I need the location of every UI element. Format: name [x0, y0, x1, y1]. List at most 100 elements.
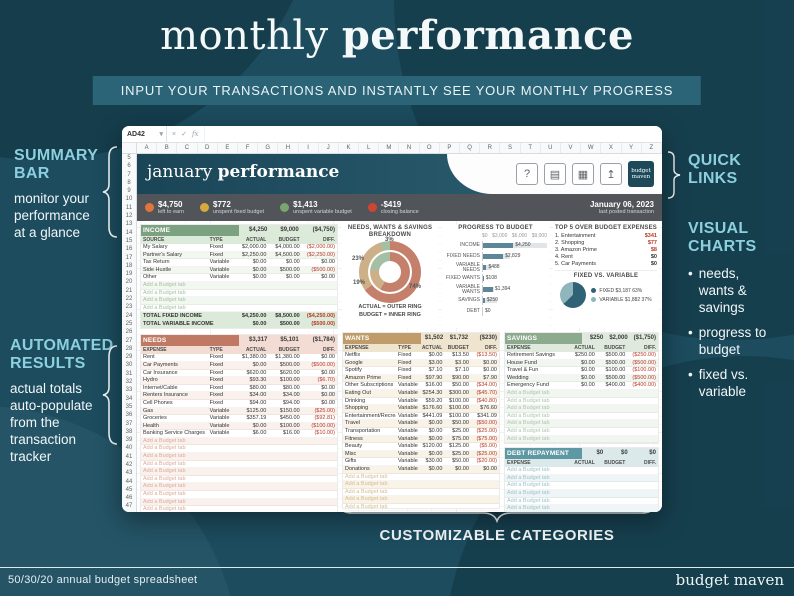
- row-number[interactable]: 31: [125, 370, 133, 377]
- cell[interactable]: Donations: [345, 465, 370, 472]
- cell[interactable]: $34.00: [282, 392, 300, 399]
- row-number[interactable]: 6: [127, 163, 131, 170]
- table-row-empty[interactable]: Add a Budget tab: [141, 437, 337, 446]
- row-number[interactable]: 33: [125, 387, 133, 394]
- table-row[interactable]: Retirement Savings $250.00 $500.00 ($250.00…: [505, 352, 658, 360]
- table-row-empty[interactable]: Add a Budget tab: [141, 281, 337, 290]
- cell[interactable]: ($250.00): [632, 352, 656, 358]
- cell[interactable]: Fixed: [209, 361, 224, 368]
- row-number[interactable]: 37: [125, 420, 133, 427]
- add-budget-tab-link[interactable]: Add a Budget tab: [345, 503, 388, 510]
- table-row[interactable]: Tax Return Variable $0.00 $0.00 $0.00: [141, 259, 337, 267]
- row-number[interactable]: 27: [125, 337, 133, 344]
- column-letter[interactable]: G: [258, 143, 279, 153]
- table-row[interactable]: Groceries Variable $357.19 $450.00 ($92.81): [141, 415, 337, 423]
- cell[interactable]: $100.00: [449, 405, 469, 412]
- cell[interactable]: $59.20: [425, 397, 443, 404]
- add-budget-tab-link[interactable]: Add a Budget tab: [507, 427, 550, 434]
- row-number[interactable]: 36: [125, 412, 133, 419]
- column-letter[interactable]: J: [319, 143, 339, 153]
- cell[interactable]: $125.00: [449, 443, 469, 450]
- add-budget-tab-link[interactable]: Add a Budget tab: [507, 489, 550, 496]
- cell[interactable]: $300.00: [449, 389, 469, 396]
- table-row-empty[interactable]: Add a Budget tab: [505, 489, 658, 498]
- cell[interactable]: Entertainment/Recreation: [345, 412, 396, 419]
- cell[interactable]: Fixed: [209, 392, 224, 399]
- cell[interactable]: Fixed: [209, 399, 224, 406]
- cell[interactable]: ($2,250.00): [306, 251, 335, 258]
- add-budget-tab-link[interactable]: Add a Budget tab: [143, 491, 186, 498]
- cell[interactable]: $93.30: [249, 377, 267, 384]
- cell[interactable]: ($50.00): [476, 420, 497, 427]
- cell[interactable]: $0.00: [252, 259, 267, 266]
- cell[interactable]: $0.00: [428, 420, 443, 427]
- add-budget-tab-link[interactable]: Add a Budget tab: [507, 435, 550, 442]
- row-number[interactable]: 7: [127, 171, 131, 178]
- table-row-empty[interactable]: Add a Budget tab: [141, 305, 337, 313]
- row-number[interactable]: 39: [125, 437, 133, 444]
- cell[interactable]: $176.60: [422, 405, 443, 412]
- cell[interactable]: $0.00: [321, 274, 335, 281]
- table-row-empty[interactable]: Add a Budget tab: [141, 453, 337, 461]
- column-letter[interactable]: V: [561, 143, 582, 153]
- add-budget-tab-link[interactable]: Add a Budget tab: [143, 281, 186, 288]
- column-letter[interactable]: I: [299, 143, 319, 153]
- dashboard-icon[interactable]: ▦: [572, 163, 594, 185]
- select-all-corner[interactable]: [122, 143, 137, 153]
- table-row[interactable]: Google Fixed $3.00 $3.00 $0.00: [343, 359, 499, 368]
- cell[interactable]: ($40.80): [476, 397, 497, 404]
- table-row[interactable]: Netflix Fixed $0.00 $13.50 ($13.50): [343, 352, 499, 360]
- cell[interactable]: $16.00: [282, 430, 300, 437]
- table-row[interactable]: Hydro Fixed $93.30 $100.00 ($6.70): [141, 377, 337, 385]
- table-row-empty[interactable]: Add a Budget tab: [505, 467, 658, 475]
- cell[interactable]: Fixed: [398, 359, 412, 366]
- cell[interactable]: Spotify: [345, 367, 362, 374]
- cell[interactable]: $0.00: [581, 382, 595, 389]
- cell[interactable]: Fitness: [345, 435, 363, 442]
- column-letter[interactable]: T: [521, 143, 541, 153]
- cell[interactable]: $16.00: [425, 382, 443, 389]
- row-number[interactable]: 26: [125, 329, 133, 336]
- cell[interactable]: $0.00: [285, 274, 300, 281]
- table-row[interactable]: Side Hustle Variable $0.00 $500.00 ($500.00): [141, 266, 337, 275]
- table-row[interactable]: Car Insurance Fixed $620.00 $620.00 $0.00: [141, 370, 337, 378]
- cell[interactable]: Variable: [209, 415, 230, 422]
- table-row-empty[interactable]: Add a Budget tab: [343, 474, 499, 482]
- table-row[interactable]: Cell Phones Fixed $94.00 $94.00 $0.00: [141, 400, 337, 408]
- row-number[interactable]: 20: [125, 279, 133, 286]
- row-number[interactable]: 10: [125, 196, 133, 203]
- cell[interactable]: $120.00: [422, 443, 443, 450]
- table-row[interactable]: Partner's Salary Fixed $2,250.00 $4,500.00 (…: [141, 251, 337, 260]
- table-row[interactable]: Travel Variable $0.00 $50.00 ($50.00): [343, 420, 499, 428]
- cancel-icon[interactable]: ×: [172, 130, 177, 138]
- row-number[interactable]: 16: [125, 246, 133, 253]
- cell[interactable]: Variable: [209, 266, 230, 273]
- cell[interactable]: Fixed: [209, 384, 224, 391]
- table-row-empty[interactable]: Add a Budget tab: [141, 445, 337, 454]
- cell[interactable]: ($500.00): [311, 361, 335, 368]
- cell[interactable]: $25.00: [452, 427, 469, 434]
- column-letter[interactable]: E: [218, 143, 238, 153]
- table-row-empty[interactable]: Add a Budget tab: [141, 498, 337, 507]
- add-budget-tab-link[interactable]: Add a Budget tab: [143, 483, 186, 490]
- row-number[interactable]: 46: [125, 495, 133, 502]
- cell[interactable]: $90.00: [452, 374, 469, 381]
- cell[interactable]: $7.10: [455, 367, 469, 374]
- cell[interactable]: $3.00: [455, 359, 469, 366]
- cell[interactable]: $250.00: [574, 352, 595, 358]
- table-row[interactable]: House Fund $0.00 $500.00 ($500.00): [505, 359, 658, 368]
- cell[interactable]: ($34.00): [476, 382, 497, 389]
- cell[interactable]: $357.19: [246, 415, 267, 422]
- cell[interactable]: $0.00: [321, 369, 335, 376]
- cell[interactable]: Partner's Salary: [143, 251, 182, 258]
- cell[interactable]: $2,000.00: [241, 244, 267, 250]
- table-row-empty[interactable]: Add a Budget tab: [505, 428, 658, 436]
- table-row-empty[interactable]: Add a Budget tab: [141, 461, 337, 469]
- cell[interactable]: $100.00: [449, 412, 469, 419]
- row-number[interactable]: 23: [125, 304, 133, 311]
- add-budget-tab-link[interactable]: Add a Budget tab: [143, 498, 186, 505]
- cell[interactable]: Variable: [209, 422, 230, 429]
- row-number[interactable]: 19: [125, 271, 133, 278]
- cell[interactable]: Variable: [398, 427, 418, 434]
- cell[interactable]: $80.00: [249, 384, 267, 391]
